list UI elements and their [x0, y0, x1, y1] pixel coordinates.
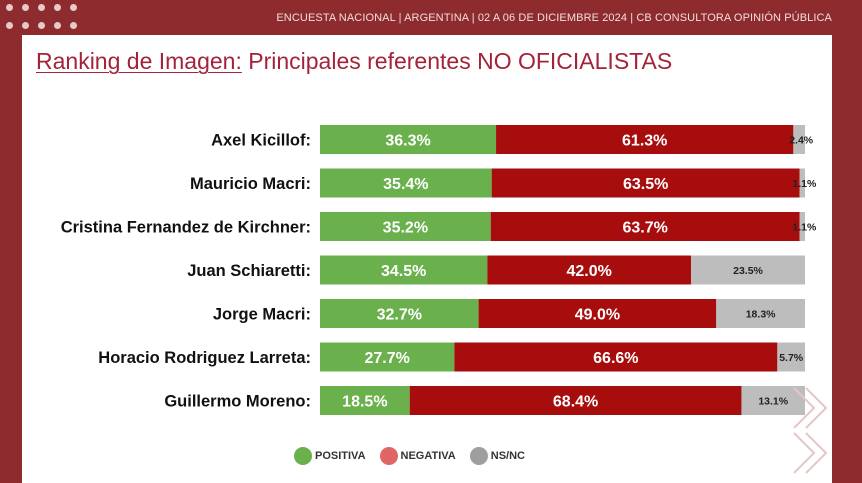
data-label: 13.1% [758, 396, 788, 408]
category-label: Guillermo Moreno: [164, 393, 311, 411]
data-label: 68.4% [553, 394, 598, 411]
data-label: 35.2% [383, 220, 428, 237]
legend-label: POSITIVA [315, 450, 366, 462]
data-label: 2.4% [789, 135, 814, 147]
legend: POSITIVA NEGATIVA NS/NC [294, 447, 539, 465]
data-label: 49.0% [575, 307, 620, 324]
data-label: 27.7% [364, 350, 409, 367]
title-rest: Principales referentes NO OFICIALISTAS [241, 48, 673, 74]
chart-panel: Ranking de Imagen: Principales referente… [22, 35, 832, 483]
legend-swatch [469, 447, 488, 465]
decorative-dots [6, 4, 96, 34]
bar-segment-positiva [320, 125, 497, 154]
bar-segment-negativa [478, 299, 717, 328]
bar-segment-negativa [496, 125, 794, 154]
category-label: Juan Schiaretti: [187, 262, 311, 280]
legend-label: NS/NC [490, 450, 525, 462]
bar-segment-negativa [490, 212, 800, 241]
data-label: 63.7% [623, 220, 668, 237]
data-label: 61.3% [622, 133, 667, 150]
bar-segment-negativa [409, 386, 742, 415]
data-label: 66.6% [593, 350, 638, 367]
category-label: Jorge Macri: [213, 306, 311, 324]
legend-item: NEGATIVA [379, 447, 456, 465]
data-label: 18.3% [746, 309, 776, 321]
data-label: 34.5% [381, 263, 426, 280]
legend-swatch [294, 447, 312, 465]
bar-segment-nsnc [741, 386, 805, 415]
bar-segment-negativa [454, 342, 778, 372]
legend-label: NEGATIVA [400, 450, 456, 462]
bar-segment-nsnc [716, 299, 805, 328]
category-label: Cristina Fernandez de Kirchner: [61, 219, 311, 237]
bar-segment-positiva [320, 168, 492, 198]
data-label: 18.5% [342, 394, 387, 411]
data-label: 42.0% [566, 263, 611, 280]
bar-segment-nsnc [799, 168, 805, 198]
category-label: Mauricio Macri: [190, 175, 311, 193]
data-label: 63.5% [623, 176, 668, 193]
data-label: 32.7% [377, 307, 422, 324]
data-label: 36.3% [385, 133, 430, 150]
decorative-chevrons [793, 387, 828, 474]
bar-segment-positiva [320, 299, 479, 328]
data-label: 5.7% [779, 352, 804, 364]
data-label: 35.4% [383, 176, 428, 193]
legend-item: POSITIVA [294, 447, 366, 465]
bar-segment-nsnc [793, 125, 805, 154]
survey-header: ENCUESTA NACIONAL | ARGENTINA | 02 A 06 … [276, 12, 832, 24]
data-label: 23.5% [733, 265, 763, 277]
title-underlined: Ranking de Imagen: [36, 48, 242, 74]
category-label: Horacio Rodriguez Larreta: [98, 349, 311, 367]
bar-segment-positiva [320, 342, 455, 372]
data-label: 1.1% [792, 222, 817, 234]
bar-segment-negativa [491, 168, 800, 198]
bar-segment-positiva [320, 386, 410, 415]
legend-item: NS/NC [469, 447, 525, 465]
bar-segment-nsnc [777, 342, 805, 372]
bar-segment-nsnc [691, 255, 805, 285]
bar-segment-negativa [487, 255, 692, 285]
chart-title: Ranking de Imagen: Principales referente… [36, 48, 672, 75]
bar-segment-positiva [320, 212, 491, 241]
legend-swatch [379, 447, 398, 465]
data-label: 1.1% [792, 178, 817, 190]
bar-segment-positiva [320, 255, 488, 285]
stacked-bar-chart: Axel Kicillof: 36.3% 61.3% 2.4% Mauricio Mac… [61, 125, 817, 415]
category-label: Axel Kicillof: [211, 132, 311, 150]
bar-segment-nsnc [799, 212, 805, 241]
